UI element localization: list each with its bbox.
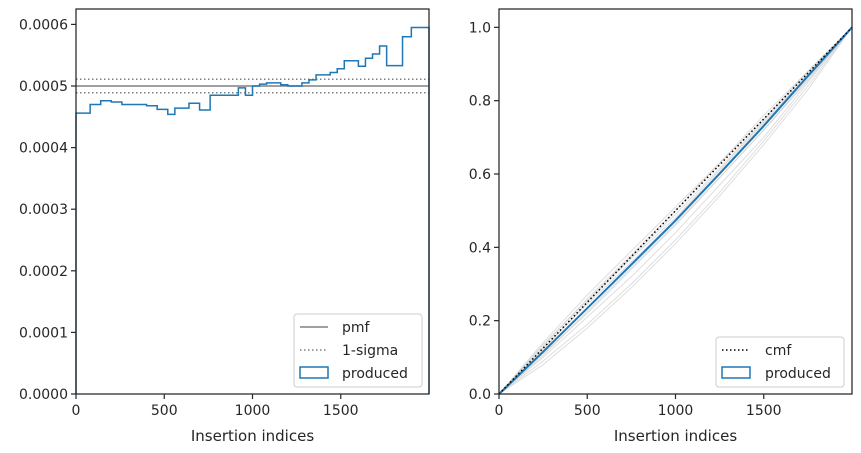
left-y-tick-label: 0.0006 (19, 17, 68, 33)
legend-produced-label: produced (342, 366, 408, 382)
right-y-tick-label: 0.4 (469, 240, 491, 256)
left-chart-panel: 0 500 1000 1500 0.0000 0.0001 0.0002 0.0003 0.00… (19, 8, 430, 445)
legend-sigma-label: 1-sigma (342, 343, 398, 359)
left-y-tick-label: 0.0001 (19, 325, 68, 341)
right-x-tick-label: 1000 (658, 403, 694, 419)
right-y-tick-label: 0.0 (469, 387, 491, 403)
right-y-tick-label: 1.0 (469, 20, 491, 36)
left-y-tick-label: 0.0003 (19, 202, 68, 218)
legend-produced-swatch (299, 366, 329, 379)
legend-produced-label-right: produced (765, 366, 831, 382)
background-cmf-curve (498, 27, 853, 395)
left-legend-box (293, 313, 423, 388)
right-legend-box (715, 336, 845, 388)
left-x-tick-label: 0 (72, 403, 81, 419)
right-plot-content (498, 26, 853, 395)
background-cmf-curve (498, 27, 853, 395)
produced-cmf-line (498, 26, 853, 395)
background-cmf-curve (498, 26, 853, 395)
legend-pmf-label: pmf (342, 320, 371, 336)
right-chart-panel: 0 500 1000 1500 0.0 0.2 0.4 0.6 0.8 1.0 Insertion… (469, 8, 853, 445)
left-y-tick-label: 0.0005 (19, 79, 68, 95)
left-legend: pmf 1-sigma produced (293, 313, 423, 388)
left-x-tick-label: 1500 (323, 403, 359, 419)
legend-cmf-label: cmf (765, 343, 792, 359)
left-y-tick-label: 0.0000 (19, 387, 68, 403)
background-cmf-curve (498, 27, 853, 395)
left-ticks: 0 500 1000 1500 0.0000 0.0001 0.0002 0.0003 0.00… (19, 17, 359, 419)
left-y-tick-label: 0.0004 (19, 141, 68, 157)
right-y-tick-label: 0.8 (469, 94, 491, 110)
left-y-tick-label: 0.0002 (19, 264, 68, 280)
right-legend: cmf produced (715, 336, 845, 388)
background-cmf-curve (498, 27, 853, 395)
produced-step-histogram (75, 26, 430, 394)
left-x-tick-label: 500 (151, 403, 178, 419)
right-x-axis-label: Insertion indices (614, 427, 737, 445)
cmf-reference-line (498, 26, 853, 395)
right-y-tick-label: 0.6 (469, 167, 491, 183)
legend-produced-swatch-right (721, 366, 751, 379)
left-x-axis-label: Insertion indices (191, 427, 314, 445)
left-plot-content (75, 26, 430, 394)
right-x-tick-label: 1500 (746, 403, 782, 419)
right-ticks: 0 500 1000 1500 0.0 0.2 0.4 0.6 0.8 1.0 (469, 20, 782, 419)
right-x-tick-label: 500 (574, 403, 601, 419)
right-x-tick-label: 0 (495, 403, 504, 419)
background-cmf-curve (498, 26, 853, 395)
left-x-tick-label: 1000 (235, 403, 271, 419)
right-y-tick-label: 0.2 (469, 314, 491, 330)
